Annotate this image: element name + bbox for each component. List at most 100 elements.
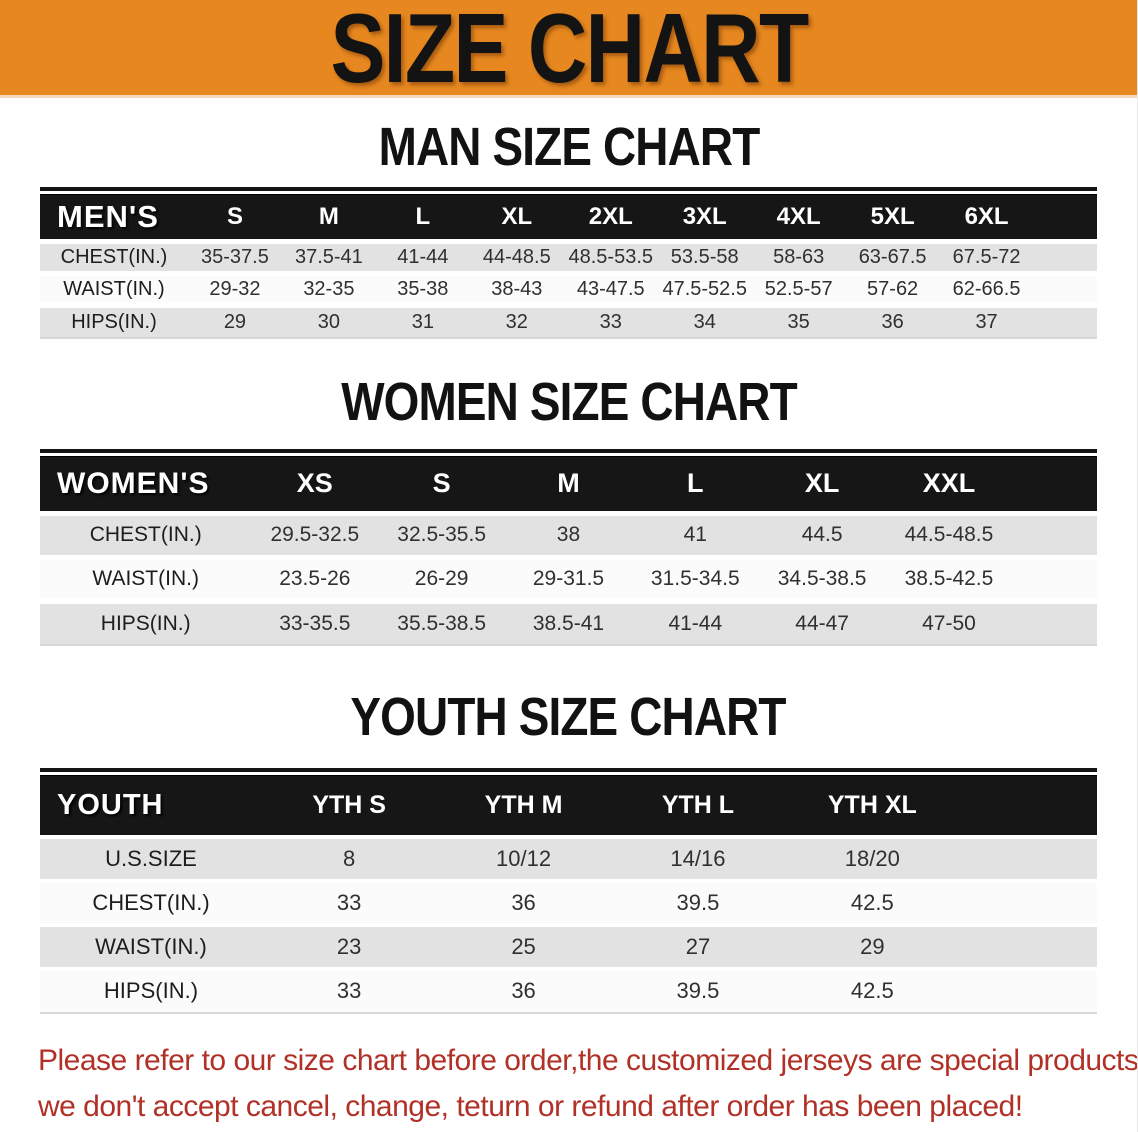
header-spacer <box>1012 455 1097 514</box>
size-column-header: XXL <box>885 455 1013 514</box>
measurement-row: WAIST(IN.) 23.5-26 26-29 29-31.5 31.5-34.5 34… <box>40 554 1097 601</box>
size-value-cell: 29.5-32.5 <box>251 510 379 557</box>
size-value-cell: 37.5-41 <box>281 239 376 274</box>
size-column-header: 5XL <box>845 194 940 243</box>
measurement-row: U.S.SIZE 8 10/12 14/16 18/20 <box>40 834 1097 881</box>
size-value-cell: 58-63 <box>751 239 846 274</box>
men-table-wrap: MEN'S S M L XL 2XL 3XL 4XL 5XL 6XL CHEST(IN.) 35-37… <box>40 187 1097 339</box>
size-value-cell: 32-35 <box>281 271 376 306</box>
women-section-heading-text: WOMEN SIZE CHART <box>340 371 797 432</box>
size-column-header: YTH L <box>610 775 786 838</box>
header-spacer <box>1033 194 1097 243</box>
row-label: HIPS(IN.) <box>40 598 252 646</box>
page-title: SIZE CHART <box>329 0 809 103</box>
size-value-cell: 42.5 <box>785 966 960 1014</box>
measurement-row: WAIST(IN.) 23 25 27 29 <box>40 922 1097 969</box>
size-column-header: S <box>187 194 282 243</box>
size-value-cell: 32.5-35.5 <box>378 510 506 557</box>
size-value-cell: 25 <box>436 922 611 969</box>
size-column-header: XS <box>251 455 379 514</box>
size-value-cell: 31.5-34.5 <box>631 554 759 601</box>
table-corner-label: WOMEN'S <box>40 455 252 514</box>
size-value-cell: 44.5-48.5 <box>885 510 1013 557</box>
size-value-cell: 47.5-52.5 <box>657 271 752 306</box>
size-value-cell: 31 <box>375 303 470 339</box>
size-column-header: L <box>631 455 759 514</box>
size-value-cell: 37 <box>939 303 1034 339</box>
size-value-cell: 44-48.5 <box>469 239 564 274</box>
size-value-cell: 48.5-53.5 <box>563 239 658 274</box>
size-column-header: YTH XL <box>785 775 960 838</box>
size-value-cell: 47-50 <box>885 598 1013 646</box>
table-corner-label: MEN'S <box>40 194 188 243</box>
men-size-table: MEN'S S M L XL 2XL 3XL 4XL 5XL 6XL CHEST(IN.) 35-37… <box>40 194 1097 339</box>
size-value-cell: 41-44 <box>375 239 470 274</box>
banner: SIZE CHART <box>0 0 1137 98</box>
row-label: CHEST(IN.) <box>40 878 262 925</box>
section-women: WOMEN SIZE CHART WOMEN'S XS S M L XL XXL CHEST(… <box>0 371 1137 646</box>
size-value-cell: 26-29 <box>378 554 506 601</box>
size-value-cell: 36 <box>436 878 611 925</box>
measurement-row: CHEST(IN.) 33 36 39.5 42.5 <box>40 878 1097 925</box>
size-column-header: 6XL <box>939 194 1034 243</box>
size-column-header: XL <box>469 194 564 243</box>
row-label: WAIST(IN.) <box>40 922 262 969</box>
size-value-cell: 39.5 <box>610 878 786 925</box>
row-label: HIPS(IN.) <box>40 303 188 339</box>
men-section-heading: MAN SIZE CHART <box>0 120 1137 174</box>
size-value-cell: 41 <box>631 510 759 557</box>
size-value-cell: 35-37.5 <box>187 239 282 274</box>
size-value-cell: 18/20 <box>785 834 960 881</box>
row-label: CHEST(IN.) <box>40 510 252 557</box>
table-header-row: YOUTH YTH S YTH M YTH L YTH XL <box>40 775 1097 838</box>
size-column-header: M <box>505 455 632 514</box>
size-value-cell: 29 <box>785 922 960 969</box>
size-value-cell: 36 <box>436 966 611 1014</box>
table-corner-label: YOUTH <box>40 775 262 838</box>
row-label: HIPS(IN.) <box>40 966 262 1014</box>
measurement-row: HIPS(IN.) 29 30 31 32 33 34 35 36 37 <box>40 303 1097 339</box>
size-value-cell: 23 <box>261 922 437 969</box>
size-value-cell: 53.5-58 <box>657 239 752 274</box>
size-column-header: L <box>375 194 470 243</box>
row-label: WAIST(IN.) <box>40 554 252 601</box>
size-value-cell: 34 <box>657 303 752 339</box>
size-value-cell: 44-47 <box>758 598 886 646</box>
size-value-cell: 35 <box>751 303 846 339</box>
section-youth: YOUTH SIZE CHART YOUTH YTH S YTH M YTH L YTH… <box>0 690 1137 1014</box>
measurement-row: HIPS(IN.) 33-35.5 35.5-38.5 38.5-41 41-44 44-… <box>40 598 1097 646</box>
size-value-cell: 8 <box>261 834 437 881</box>
women-table-topline <box>40 448 1097 453</box>
size-value-cell: 33 <box>563 303 658 339</box>
row-spacer <box>959 834 1097 881</box>
youth-section-heading-text: YOUTH SIZE CHART <box>350 687 787 747</box>
size-value-cell: 29-32 <box>187 271 282 306</box>
measurement-row: HIPS(IN.) 33 36 39.5 42.5 <box>40 966 1097 1014</box>
size-value-cell: 38 <box>505 510 632 557</box>
size-value-cell: 43-47.5 <box>563 271 658 306</box>
size-column-header: XL <box>758 455 886 514</box>
size-value-cell: 33 <box>261 878 437 925</box>
women-table-wrap: WOMEN'S XS S M L XL XXL CHEST(IN.) 29.5-32.5 32.5… <box>40 448 1097 646</box>
disclaimer-line-1: Please refer to our size chart before or… <box>38 1043 1138 1077</box>
youth-section-heading: YOUTH SIZE CHART <box>0 690 1137 744</box>
size-value-cell: 14/16 <box>610 834 786 881</box>
row-label: WAIST(IN.) <box>40 271 188 306</box>
size-value-cell: 30 <box>281 303 376 339</box>
row-spacer <box>1033 239 1097 274</box>
size-value-cell: 10/12 <box>436 834 611 881</box>
men-table-topline <box>40 187 1097 191</box>
women-size-table: WOMEN'S XS S M L XL XXL CHEST(IN.) 29.5-32.5 32.5… <box>40 455 1097 646</box>
size-column-header: M <box>281 194 376 243</box>
measurement-row: CHEST(IN.) 35-37.5 37.5-41 41-44 44-48.5 48.5… <box>40 239 1097 274</box>
size-value-cell: 52.5-57 <box>751 271 846 306</box>
size-value-cell: 35-38 <box>375 271 470 306</box>
men-section-heading-text: MAN SIZE CHART <box>378 117 760 177</box>
size-value-cell: 33-35.5 <box>251 598 379 646</box>
size-value-cell: 35.5-38.5 <box>378 598 506 646</box>
measurement-row: CHEST(IN.) 29.5-32.5 32.5-35.5 38 41 44.5 44.5… <box>40 510 1097 557</box>
youth-table-topline <box>40 768 1097 772</box>
row-spacer <box>1033 303 1097 339</box>
row-label: CHEST(IN.) <box>40 239 188 274</box>
